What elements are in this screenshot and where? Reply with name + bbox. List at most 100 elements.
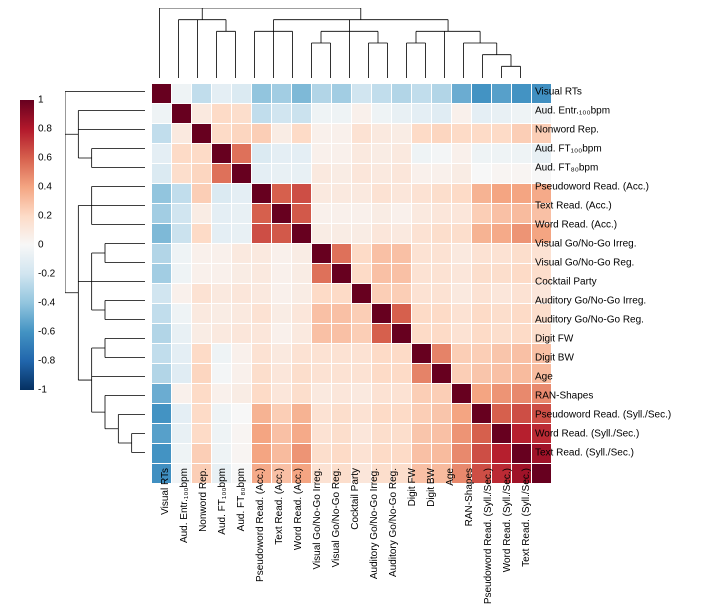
heatmap-cell [192, 444, 212, 464]
heatmap-cell [152, 384, 172, 404]
heatmap-cell [392, 404, 412, 424]
colorbar-tick: -0.4 [38, 298, 55, 309]
heatmap-cell [512, 404, 532, 424]
heatmap-cell [392, 304, 412, 324]
heatmap-cell [172, 384, 192, 404]
heatmap-cell [252, 384, 272, 404]
heatmap-cell [352, 184, 372, 204]
heatmap-cell [272, 204, 292, 224]
heatmap-cell [272, 384, 292, 404]
heatmap-cell [472, 224, 492, 244]
heatmap-cell [172, 444, 192, 464]
heatmap-cell [512, 284, 532, 304]
column-label: Pseudoword Read. (Acc.) [255, 468, 266, 582]
heatmap-cell [172, 404, 192, 424]
colorbar-tick: -0.8 [38, 356, 55, 367]
heatmap-cell [392, 244, 412, 264]
heatmap-cell [432, 264, 452, 284]
heatmap-cell [372, 284, 392, 304]
heatmap-cell [212, 164, 232, 184]
heatmap-cell [252, 104, 272, 124]
heatmap-cell [472, 164, 492, 184]
heatmap-cell [492, 344, 512, 364]
heatmap-cell [212, 404, 232, 424]
heatmap-cell [192, 104, 212, 124]
heatmap-cell [412, 444, 432, 464]
heatmap-cell [392, 384, 412, 404]
heatmap-cell [332, 104, 352, 124]
heatmap-cell [312, 424, 332, 444]
heatmap-cell [232, 104, 252, 124]
heatmap-cell [452, 344, 472, 364]
heatmap-cell [452, 304, 472, 324]
heatmap-cell [412, 204, 432, 224]
heatmap-cell [392, 344, 412, 364]
heatmap-cell [252, 404, 272, 424]
heatmap-cell [252, 444, 272, 464]
heatmap-cell [412, 404, 432, 424]
heatmap-cell [372, 104, 392, 124]
heatmap-cell [372, 364, 392, 384]
heatmap-cell [292, 264, 312, 284]
heatmap-cell [252, 344, 272, 364]
heatmap-cell [512, 224, 532, 244]
colorbar-tick: 0 [38, 240, 44, 251]
column-label: RAN-Shapes [464, 468, 475, 526]
heatmap-cell [152, 364, 172, 384]
heatmap-cell [472, 204, 492, 224]
heatmap-cell [432, 304, 452, 324]
heatmap-cell [272, 144, 292, 164]
heatmap-cell [332, 444, 352, 464]
column-label: Digit BW [426, 468, 437, 507]
heatmap-cell [292, 404, 312, 424]
heatmap-cell [432, 444, 452, 464]
column-label: Age [445, 468, 456, 486]
heatmap-cell [172, 224, 192, 244]
column-label: Visual RTs [160, 468, 171, 515]
dendrogram-left [65, 82, 145, 462]
heatmap-cell [172, 304, 192, 324]
heatmap-cell [492, 364, 512, 384]
heatmap-cell [472, 304, 492, 324]
column-labels: Visual RTsAud. Entr.₁₀₀bpmNonword Rep.Au… [150, 468, 530, 598]
heatmap-cell [412, 344, 432, 364]
heatmap-cell [512, 344, 532, 364]
heatmap-cell [332, 244, 352, 264]
heatmap-cell [172, 364, 192, 384]
heatmap-cell [432, 384, 452, 404]
heatmap-cell [472, 244, 492, 264]
heatmap-cell [352, 224, 372, 244]
heatmap-cell [312, 204, 332, 224]
correlation-heatmap [150, 82, 532, 464]
heatmap-cell [352, 84, 372, 104]
heatmap-cell [312, 124, 332, 144]
heatmap-cell [172, 84, 192, 104]
heatmap-cell [232, 164, 252, 184]
heatmap-cell [412, 224, 432, 244]
heatmap-cell [492, 144, 512, 164]
heatmap-cell [452, 244, 472, 264]
heatmap-cell [312, 264, 332, 284]
heatmap-cell [472, 104, 492, 124]
heatmap-cell [432, 104, 452, 124]
heatmap-cell [492, 404, 512, 424]
heatmap-cell [472, 144, 492, 164]
heatmap-cell [272, 364, 292, 384]
heatmap-cell [352, 344, 372, 364]
heatmap-cell [272, 104, 292, 124]
heatmap-cell [452, 284, 472, 304]
heatmap-cell [312, 84, 332, 104]
row-label: Word Read. (Syll./Sec.) [535, 428, 639, 439]
heatmap-cell [272, 184, 292, 204]
heatmap-cell [452, 144, 472, 164]
heatmap-cell [172, 324, 192, 344]
heatmap-cell [452, 444, 472, 464]
row-label: Word Read. (Acc.) [535, 219, 617, 230]
heatmap-cell [432, 164, 452, 184]
column-label: Word Read. (Syll./Sec.) [502, 468, 513, 572]
heatmap-cell [472, 264, 492, 284]
heatmap-cell [292, 84, 312, 104]
heatmap-cell [232, 304, 252, 324]
heatmap-cell [232, 244, 252, 264]
column-label: Aud. FT₈₀bpm [236, 468, 247, 531]
